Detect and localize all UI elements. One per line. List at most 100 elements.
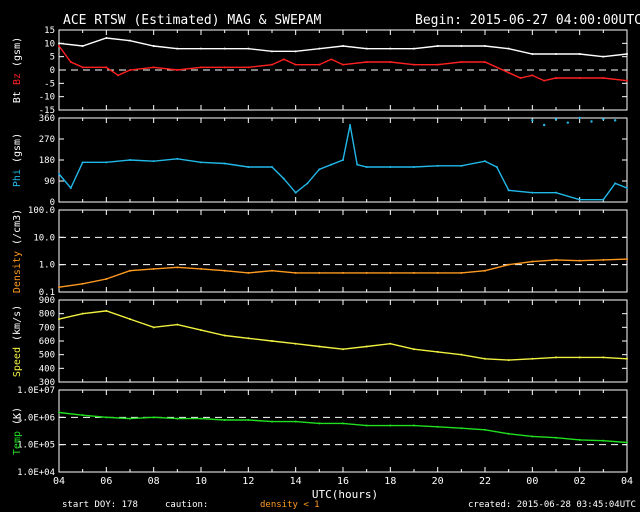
data-point-temp: [626, 441, 628, 444]
data-point-phi: [578, 198, 581, 201]
y-tick-label: -5: [44, 79, 55, 89]
data-point-density: [626, 258, 628, 261]
data-point-bt: [602, 55, 605, 58]
series-phi: [58, 124, 628, 201]
data-point-bz: [81, 66, 84, 69]
data-point-speed: [271, 340, 273, 342]
y-tick-label: -10: [39, 93, 55, 103]
y-tick-label: 10: [44, 39, 55, 49]
data-point-phi: [271, 166, 273, 168]
y-axis-label-part: (K): [12, 407, 23, 431]
panel-temp: 1.0E+07 1.0E+06 1.0E+05 1.0E+04 Temp (K): [12, 386, 628, 478]
data-point-bz: [578, 77, 581, 79]
data-point-phi: [531, 191, 534, 194]
data-point-phi: [460, 164, 463, 167]
y-tick-label: 270: [39, 135, 55, 145]
series-bz: [58, 45, 628, 82]
data-point-density: [484, 269, 486, 272]
x-tick-label: 20: [432, 476, 444, 487]
data-point-bz: [484, 61, 486, 63]
data-point-temp: [294, 420, 297, 423]
x-tick-label: 08: [148, 476, 160, 487]
y-tick-label: 90: [44, 177, 55, 187]
y-axis-label-part: Speed: [12, 347, 23, 377]
y-tick-label: 400: [39, 364, 55, 374]
data-point-phi: [306, 182, 309, 185]
data-point-phi: [342, 159, 344, 161]
data-point-phi: [58, 173, 60, 175]
data-point-phi: [495, 166, 498, 168]
data-point-speed: [578, 356, 581, 359]
x-tick-label: 22: [479, 476, 491, 487]
data-point-speed: [223, 334, 226, 337]
data-point-phi: [614, 182, 617, 185]
chart-title: ACE RTSW (Estimated) MAG & SWEPAM: [63, 13, 321, 28]
data-point-temp: [531, 435, 534, 438]
data-point-speed: [365, 345, 368, 348]
data-point-phi: [294, 191, 297, 194]
data-point-speed: [531, 357, 534, 360]
data-point-temp: [152, 416, 155, 419]
data-point-density: [507, 263, 510, 266]
data-point-phi-high: [554, 117, 558, 121]
data-point-density: [460, 271, 463, 274]
data-point-bz: [531, 74, 534, 77]
data-point-phi-high: [578, 116, 581, 120]
data-point-bz: [223, 66, 226, 69]
data-point-phi: [247, 166, 250, 168]
data-point-phi: [330, 163, 333, 166]
data-point-bt: [247, 47, 250, 50]
data-point-bt: [152, 45, 155, 47]
data-point-bz: [519, 77, 522, 79]
data-point-bt: [176, 47, 179, 50]
x-tick-label: 00: [526, 476, 538, 487]
data-point-density: [531, 260, 534, 263]
data-point-density: [436, 271, 439, 274]
data-point-bz: [436, 63, 439, 66]
data-point-bz: [543, 79, 546, 82]
data-point-density: [81, 282, 84, 285]
data-point-density: [578, 259, 581, 262]
data-point-phi: [176, 157, 179, 160]
data-point-bt: [81, 45, 84, 47]
data-point-phi: [436, 164, 439, 167]
series-bt: [58, 37, 628, 58]
data-point-bt: [413, 47, 415, 50]
data-point-temp: [81, 414, 84, 417]
data-point-phi: [129, 159, 131, 161]
data-point-speed: [436, 350, 439, 353]
data-point-density: [129, 269, 131, 272]
y-axis-label-part: Density: [12, 251, 23, 293]
data-point-bz: [342, 63, 344, 66]
y-tick-label: 1.0E+05: [17, 441, 55, 451]
y-axis-label-part: Bt: [12, 91, 23, 103]
data-point-speed: [484, 357, 486, 360]
data-point-phi: [626, 187, 628, 189]
data-point-bt: [389, 47, 392, 50]
y-axis-label: Speed (km/s): [12, 305, 23, 377]
data-point-bt: [460, 45, 463, 47]
data-point-phi-high: [542, 123, 546, 127]
data-point-temp: [58, 411, 60, 414]
panel-speed: 900 800 700 600 500 400 300 Speed (km/s): [12, 296, 628, 388]
data-point-phi: [413, 166, 415, 168]
data-point-density: [555, 258, 557, 261]
data-point-bz: [117, 74, 120, 77]
data-point-bt: [578, 53, 581, 55]
data-point-temp: [389, 424, 392, 427]
data-point-phi: [356, 163, 359, 166]
data-point-bz: [129, 69, 131, 71]
data-point-density: [152, 267, 155, 270]
panel-mag: 15 10 5 0 -5 -10 -15 Bt Bz (gsm): [12, 26, 628, 116]
data-point-bz: [294, 63, 297, 66]
data-point-bz: [389, 61, 392, 63]
data-point-temp: [223, 418, 226, 421]
panel-frame: [58, 209, 628, 293]
y-tick-label: 100.0: [28, 206, 55, 216]
data-point-temp: [200, 417, 202, 420]
data-point-bt: [105, 37, 108, 39]
data-point-bt: [436, 45, 439, 47]
data-point-bz: [271, 63, 273, 66]
data-point-temp: [365, 424, 368, 427]
